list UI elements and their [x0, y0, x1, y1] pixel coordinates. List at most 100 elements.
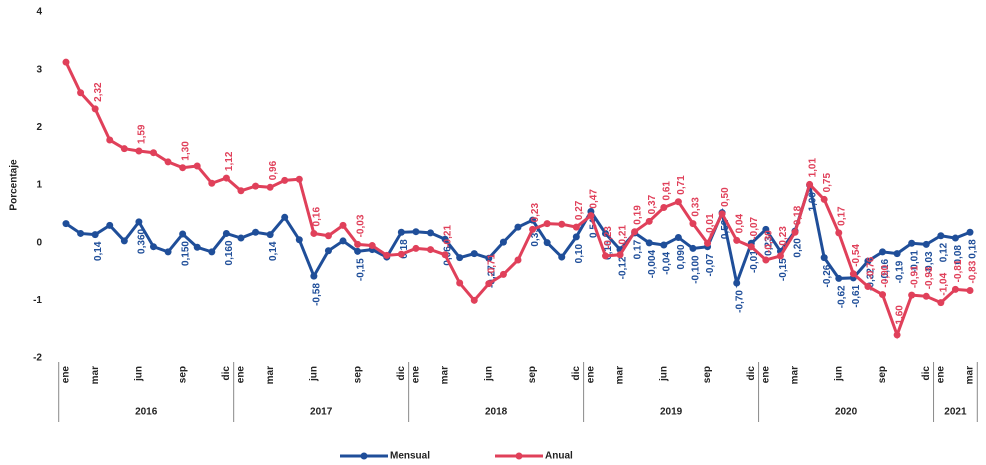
data-label: -0,32 [866, 268, 877, 291]
data-point [62, 58, 70, 66]
year-label: 2018 [485, 407, 508, 418]
data-point [937, 232, 945, 240]
data-point [966, 228, 974, 236]
data-label: 1,30 [180, 141, 191, 161]
data-label: -0,15 [355, 258, 366, 281]
data-point [456, 254, 464, 262]
data-point [62, 220, 70, 228]
legend-marker [360, 452, 368, 460]
data-point [164, 158, 172, 166]
data-point [295, 175, 303, 183]
data-point [951, 285, 959, 293]
data-point [179, 164, 187, 172]
x-tick-label: dic [921, 366, 932, 381]
data-point [237, 187, 245, 195]
data-label: 0,14 [268, 241, 279, 261]
data-label: 0,27 [574, 200, 585, 220]
data-point [208, 179, 216, 187]
data-label: -0,83 [968, 260, 979, 283]
x-tick-label: jun [309, 366, 320, 382]
x-tick-label: ene [586, 366, 597, 384]
data-label: -0,76 [866, 256, 877, 279]
x-tick-label: mar [790, 366, 801, 384]
data-point [762, 256, 770, 264]
data-point [616, 251, 624, 259]
data-label: -0,15 [778, 258, 789, 281]
data-point [864, 257, 872, 265]
data-point [164, 248, 172, 256]
data-label: 0,52 [720, 219, 731, 239]
data-label: -0,81 [953, 259, 964, 282]
x-tick-label: sep [177, 366, 188, 383]
y-tick-label: -1 [33, 295, 42, 306]
data-label: -0,16 [880, 258, 891, 281]
data-point [470, 250, 478, 258]
data-label: 0,360 [137, 228, 148, 253]
x-tick-label: jun [134, 366, 145, 382]
x-tick-label: mar [90, 366, 101, 384]
data-label: 0,23 [764, 236, 775, 256]
data-point [281, 176, 289, 184]
x-tick-label: jun [833, 366, 844, 382]
data-point [601, 252, 609, 260]
data-point [499, 270, 507, 278]
data-label: -0,54 [851, 244, 862, 267]
data-label: 1,01 [807, 158, 818, 178]
data-point [135, 147, 143, 155]
data-point [339, 221, 347, 229]
data-label: -0,61 [851, 284, 862, 307]
data-point [543, 220, 551, 228]
y-axis-label: Porcentaje [9, 159, 20, 211]
data-point [222, 229, 230, 237]
data-label: 0,50 [720, 187, 731, 207]
data-label: -0,70 [734, 290, 745, 313]
data-point [922, 292, 930, 300]
data-point [631, 228, 639, 236]
legend-label: Mensual [390, 451, 430, 462]
x-tick-label: sep [702, 366, 713, 383]
data-label: 0,17 [632, 239, 643, 259]
data-point [383, 251, 391, 259]
data-point [806, 180, 814, 188]
y-tick-label: 0 [36, 237, 42, 248]
data-point [601, 229, 609, 237]
data-label: 0,19 [632, 205, 643, 225]
data-label: -0,62 [836, 285, 847, 308]
x-tick-label: ene [411, 366, 422, 384]
data-point [441, 251, 449, 259]
data-label: 0,16 [312, 207, 323, 227]
data-label: -0,71 [486, 253, 497, 276]
data-label: 0,18 [968, 239, 979, 259]
x-tick-label: mar [265, 366, 276, 384]
data-label: -0,04 [661, 252, 672, 275]
data-label: 0,10 [574, 243, 585, 263]
data-label: -0,03 [924, 251, 935, 274]
x-tick-label: dic [571, 366, 582, 381]
data-label: 0,04 [734, 213, 745, 233]
data-point [776, 252, 784, 260]
x-tick-label: dic [221, 366, 232, 381]
data-point [660, 203, 668, 211]
data-point [529, 216, 537, 224]
data-point [193, 243, 201, 251]
legend-marker [515, 452, 523, 460]
data-label: -0,100 [691, 255, 702, 284]
data-point [441, 235, 449, 243]
x-tick-label: sep [527, 366, 538, 383]
data-point [135, 218, 143, 226]
data-point [543, 239, 551, 247]
x-tick-label: mar [965, 366, 976, 384]
data-label: 1,59 [137, 124, 148, 144]
data-label: -0,19 [895, 260, 906, 283]
data-label: -0,90 [880, 264, 891, 287]
data-point [106, 136, 114, 144]
x-tick-label: dic [396, 366, 407, 381]
data-point [91, 231, 99, 239]
data-label: 0,37 [647, 194, 658, 214]
data-label: -0,07 [705, 253, 716, 276]
data-label: 0,16 [603, 240, 614, 260]
data-point [704, 239, 712, 247]
data-point [937, 299, 945, 307]
year-label: 2020 [835, 407, 858, 418]
